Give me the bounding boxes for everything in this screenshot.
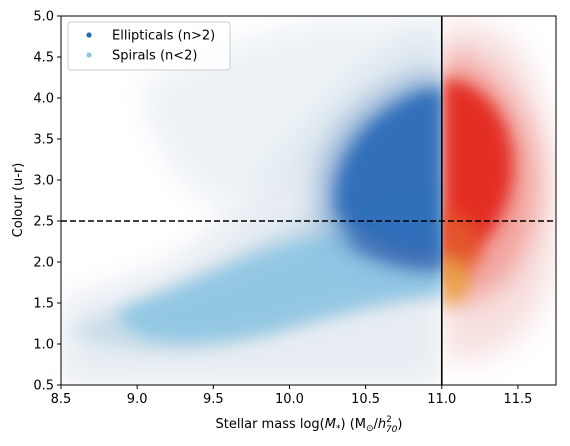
legend-label-spirals: Spirals (n<2) (112, 49, 198, 64)
x-axis-title-subscript: * (336, 424, 341, 434)
y-tick-label: 5.0 (33, 10, 54, 25)
x-axis-title-slash: / (374, 417, 379, 432)
x-axis-title-sun: ⊙ (366, 424, 374, 434)
y-tick-label: 4.0 (33, 92, 54, 107)
x-axis-title-close: ) (397, 417, 402, 432)
x-axis-title-symbol: M (325, 417, 336, 432)
y-tick-label: 2.0 (33, 256, 54, 271)
x-axis-title-h: h (378, 417, 386, 432)
x-tick-label: 11.0 (427, 392, 456, 407)
x-tick-label: 11.5 (503, 392, 532, 407)
legend: Ellipticals (n>2) Spirals (n<2) (67, 21, 231, 71)
legend-marker-spirals (86, 52, 92, 58)
scatter-density (61, 18, 556, 385)
x-axis-title-main: Stellar mass log( (216, 417, 325, 432)
plot-frame (60, 15, 557, 386)
x-tick-label: 8.5 (51, 392, 72, 407)
x-tick-label: 10.5 (351, 392, 380, 407)
x-tick-label: 10.0 (275, 392, 304, 407)
massive-red-cloud (443, 50, 539, 305)
y-tick-label: 2.5 (33, 215, 54, 230)
x-axis-title-power: 2 (386, 415, 392, 425)
legend-marker-ellipticals (86, 32, 92, 38)
y-axis-title: Colour (u-r) (11, 163, 26, 238)
x-axis: 8.5 9.0 9.5 10.0 10.5 11.0 11.5 (51, 385, 532, 407)
x-axis-title: Stellar mass log(M*) (M⊙/h2 70) (216, 415, 403, 435)
y-axis: 0.5 1.0 1.5 2.0 2.5 3.0 3.5 4.0 4.5 5.0 (33, 10, 61, 394)
ellipticals-cloud (317, 70, 443, 271)
x-tick-label: 9.5 (203, 392, 224, 407)
x-tick-label: 9.0 (127, 392, 148, 407)
y-tick-label: 1.5 (33, 297, 54, 312)
reference-lines (61, 16, 556, 385)
y-tick-label: 3.0 (33, 174, 54, 189)
y-tick-label: 1.0 (33, 338, 54, 353)
legend-box (67, 21, 231, 71)
legend-label-ellipticals: Ellipticals (n>2) (112, 29, 215, 44)
y-tick-label: 0.5 (33, 379, 54, 394)
x-axis-title-h-subscript: 70 (386, 425, 398, 435)
y-tick-label: 3.5 (33, 133, 54, 148)
x-axis-title-mid: ) (M (340, 417, 366, 432)
y-tick-label: 4.5 (33, 51, 54, 66)
